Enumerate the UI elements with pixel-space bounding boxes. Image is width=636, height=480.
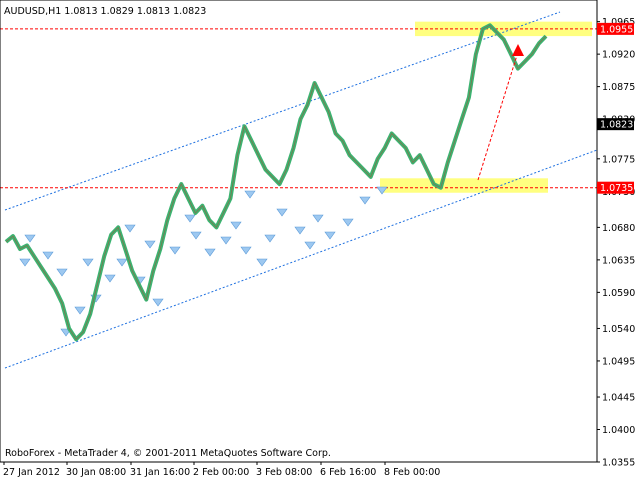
x-tick-label: 2 Feb 00:00: [193, 467, 249, 478]
fractal-marker: [184, 214, 196, 223]
channel-line: [4, 149, 598, 369]
forecast-arrow: [477, 44, 524, 181]
fractal-marker: [152, 298, 164, 307]
fractal-marker: [324, 231, 336, 240]
trend-channel: [4, 11, 598, 369]
fractal-arrows: [19, 186, 388, 337]
x-tick-label: 3 Feb 08:00: [256, 467, 312, 478]
chart-footer: RoboForex - MetaTrader 4, © 2001-2011 Me…: [5, 448, 331, 459]
y-tick-label: 1.0540: [602, 324, 635, 335]
y-tick-label: 1.0635: [602, 255, 635, 266]
x-tick-label: 8 Feb 00:00: [384, 467, 440, 478]
fractal-marker: [230, 221, 242, 230]
fractal-marker: [24, 234, 36, 243]
fractal-marker: [56, 268, 68, 277]
forecast-arrowhead: [512, 44, 524, 56]
fractal-marker: [376, 186, 388, 195]
fractal-marker: [220, 236, 232, 245]
y-tick-label: 1.0920: [602, 50, 635, 61]
fractal-marker: [82, 258, 94, 267]
fractal-marker: [42, 251, 54, 260]
x-tick-label: 6 Feb 16:00: [320, 467, 376, 478]
x-tick-label: 27 Jan 2012: [3, 467, 60, 478]
x-axis: 27 Jan 2012 30 Jan 08:00 31 Jan 16:00 2 Feb…: [3, 462, 440, 478]
level-price-label: 1.0955: [600, 24, 633, 35]
y-tick-label: 1.0400: [602, 425, 635, 436]
fractal-marker: [144, 240, 156, 249]
y-tick-label: 1.0355: [602, 458, 635, 469]
highlight-zone: [380, 178, 548, 193]
fractal-marker: [104, 274, 116, 283]
level-price-label-bg: [597, 22, 634, 35]
y-tick-label: 1.0495: [602, 356, 635, 367]
horizontal-levels: [0, 28, 597, 189]
fractal-marker: [304, 241, 316, 250]
fractal-marker: [359, 196, 371, 205]
fractal-marker: [240, 246, 252, 255]
fractal-marker: [124, 224, 136, 233]
fractal-marker: [256, 258, 268, 267]
highlight-zone: [415, 21, 592, 37]
fractal-marker: [74, 306, 86, 315]
fractal-marker: [169, 246, 181, 255]
current-price-label: 1.0823: [600, 120, 633, 131]
price-labels: 1.0955 1.0735 1.0823: [597, 22, 634, 194]
y-tick-label: 1.0590: [602, 288, 635, 299]
level-price-label-bg: [597, 181, 634, 194]
fractal-marker: [264, 234, 276, 243]
fractal-marker: [342, 218, 354, 227]
fractal-marker: [312, 214, 324, 223]
plot-frame: [0, 0, 598, 463]
fractal-marker: [116, 258, 128, 267]
fractal-marker: [190, 231, 202, 240]
support-resistance-zones: [380, 21, 592, 193]
y-tick-label: 1.0680: [602, 223, 635, 234]
x-tick-label: 30 Jan 08:00: [66, 467, 126, 478]
y-tick-label: 1.0775: [602, 154, 635, 165]
x-tick-label: 31 Jan 16:00: [130, 467, 190, 478]
chart-title: AUDUSD,H1 1.0813 1.0829 1.0813 1.0823: [4, 6, 206, 17]
price-line-shadow: [5, 24, 547, 340]
y-tick-label: 1.0875: [602, 82, 635, 93]
forecast-line: [477, 51, 519, 181]
current-price-label-bg: [597, 118, 634, 131]
fractal-marker: [276, 208, 288, 217]
price-series: [4, 23, 548, 342]
level-price-label: 1.0735: [600, 183, 633, 194]
fractal-marker: [19, 258, 31, 267]
y-tick-label: 1.0965: [602, 17, 635, 28]
fractal-marker: [244, 190, 256, 199]
y-tick-label: 1.0445: [602, 393, 635, 404]
fractal-marker: [294, 226, 306, 235]
fractal-marker: [204, 248, 216, 257]
